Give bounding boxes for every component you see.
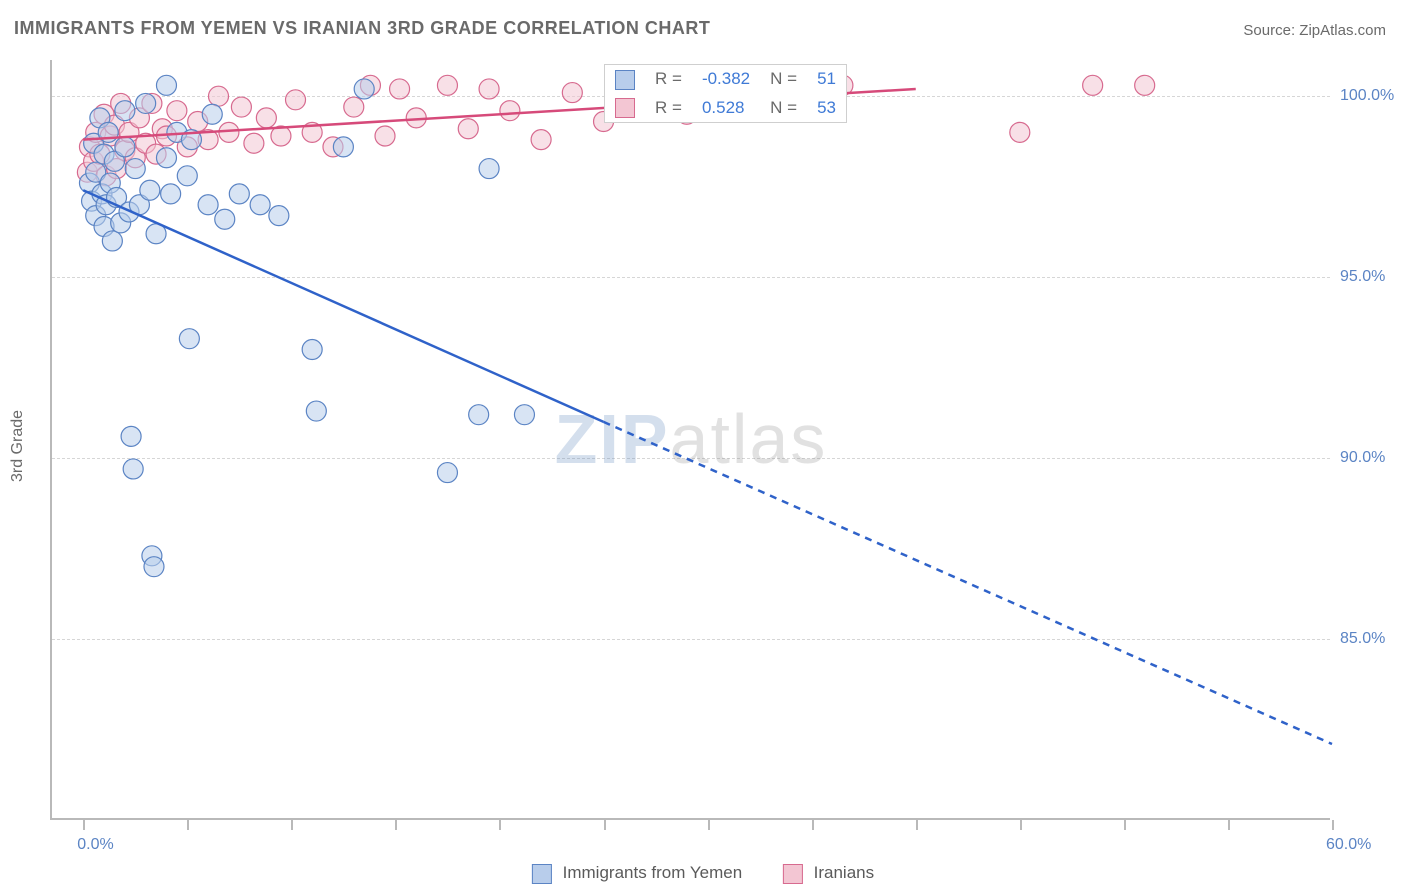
y-tick-label: 85.0% xyxy=(1340,630,1400,648)
scatter-point xyxy=(140,180,160,200)
y-tick-label: 100.0% xyxy=(1340,87,1400,105)
plot-svg xyxy=(52,60,1330,818)
scatter-point xyxy=(354,79,374,99)
scatter-point xyxy=(390,79,410,99)
scatter-point xyxy=(156,75,176,95)
scatter-point xyxy=(179,329,199,349)
scatter-point xyxy=(562,83,582,103)
x-tick xyxy=(83,820,85,830)
x-tick-label: 0.0% xyxy=(77,836,113,854)
x-tick-label: 60.0% xyxy=(1326,836,1371,854)
r-value: -0.382 xyxy=(692,65,760,94)
scatter-point xyxy=(333,137,353,157)
scatter-point xyxy=(1083,75,1103,95)
source-name: ZipAtlas.com xyxy=(1299,22,1386,39)
scatter-point xyxy=(458,119,478,139)
scatter-point xyxy=(125,159,145,179)
scatter-point xyxy=(256,108,276,128)
scatter-point xyxy=(531,130,551,150)
legend-item-iranians: Iranians xyxy=(783,863,874,882)
scatter-point xyxy=(500,101,520,121)
trend-line xyxy=(604,422,1332,744)
plot-area: 85.0%90.0%95.0%100.0% ZIPatlas R = -0.38… xyxy=(50,60,1330,820)
scatter-point xyxy=(231,97,251,117)
source-attribution: Source: ZipAtlas.com xyxy=(1243,22,1386,39)
scatter-point xyxy=(115,101,135,121)
source-prefix: Source: xyxy=(1243,22,1299,39)
x-tick xyxy=(916,820,918,830)
scatter-point xyxy=(115,137,135,157)
scatter-point xyxy=(375,126,395,146)
scatter-point xyxy=(469,405,489,425)
scatter-point xyxy=(286,90,306,110)
r-label: R = xyxy=(645,94,692,123)
scatter-point xyxy=(209,86,229,106)
n-value: 51 xyxy=(807,65,846,94)
scatter-point xyxy=(198,195,218,215)
legend-label: Immigrants from Yemen xyxy=(563,863,743,882)
swatch-icon xyxy=(783,864,803,884)
legend-item-yemen: Immigrants from Yemen xyxy=(532,863,747,882)
x-tick xyxy=(499,820,501,830)
r-value: 0.528 xyxy=(692,94,760,123)
scatter-point xyxy=(269,206,289,226)
x-tick xyxy=(1332,820,1334,830)
r-label: R = xyxy=(645,65,692,94)
y-tick-label: 95.0% xyxy=(1340,268,1400,286)
x-tick xyxy=(291,820,293,830)
x-tick xyxy=(604,820,606,830)
scatter-point xyxy=(479,79,499,99)
scatter-point xyxy=(437,463,457,483)
x-tick xyxy=(187,820,189,830)
scatter-point xyxy=(437,75,457,95)
n-label: N = xyxy=(760,65,807,94)
scatter-point xyxy=(202,104,222,124)
scatter-point xyxy=(167,101,187,121)
scatter-point xyxy=(514,405,534,425)
swatch-icon xyxy=(615,70,635,90)
scatter-point xyxy=(244,133,264,153)
legend-row: R = 0.528N = 53 xyxy=(605,94,846,123)
x-tick xyxy=(1124,820,1126,830)
x-tick xyxy=(1228,820,1230,830)
series-legend: Immigrants from Yemen Iranians xyxy=(514,863,892,884)
scatter-point xyxy=(156,148,176,168)
y-tick-label: 90.0% xyxy=(1340,449,1400,467)
scatter-point xyxy=(344,97,364,117)
x-tick xyxy=(812,820,814,830)
scatter-point xyxy=(302,340,322,360)
scatter-point xyxy=(177,166,197,186)
n-label: N = xyxy=(760,94,807,123)
scatter-point xyxy=(102,231,122,251)
trend-line xyxy=(83,190,603,422)
scatter-point xyxy=(121,426,141,446)
y-axis-title: 3rd Grade xyxy=(9,410,27,482)
chart-title: IMMIGRANTS FROM YEMEN VS IRANIAN 3RD GRA… xyxy=(14,18,710,39)
swatch-icon xyxy=(532,864,552,884)
x-tick xyxy=(708,820,710,830)
scatter-point xyxy=(215,209,235,229)
scatter-point xyxy=(1010,122,1030,142)
correlation-legend: R = -0.382N = 51R = 0.528N = 53 xyxy=(604,64,847,123)
legend-label: Iranians xyxy=(814,863,874,882)
legend-row: R = -0.382N = 51 xyxy=(605,65,846,94)
scatter-point xyxy=(123,459,143,479)
swatch-icon xyxy=(615,98,635,118)
scatter-point xyxy=(161,184,181,204)
scatter-point xyxy=(306,401,326,421)
scatter-point xyxy=(479,159,499,179)
n-value: 53 xyxy=(807,94,846,123)
scatter-point xyxy=(250,195,270,215)
x-tick xyxy=(1020,820,1022,830)
scatter-point xyxy=(136,93,156,113)
scatter-point xyxy=(144,557,164,577)
x-tick xyxy=(395,820,397,830)
scatter-point xyxy=(1135,75,1155,95)
scatter-point xyxy=(229,184,249,204)
